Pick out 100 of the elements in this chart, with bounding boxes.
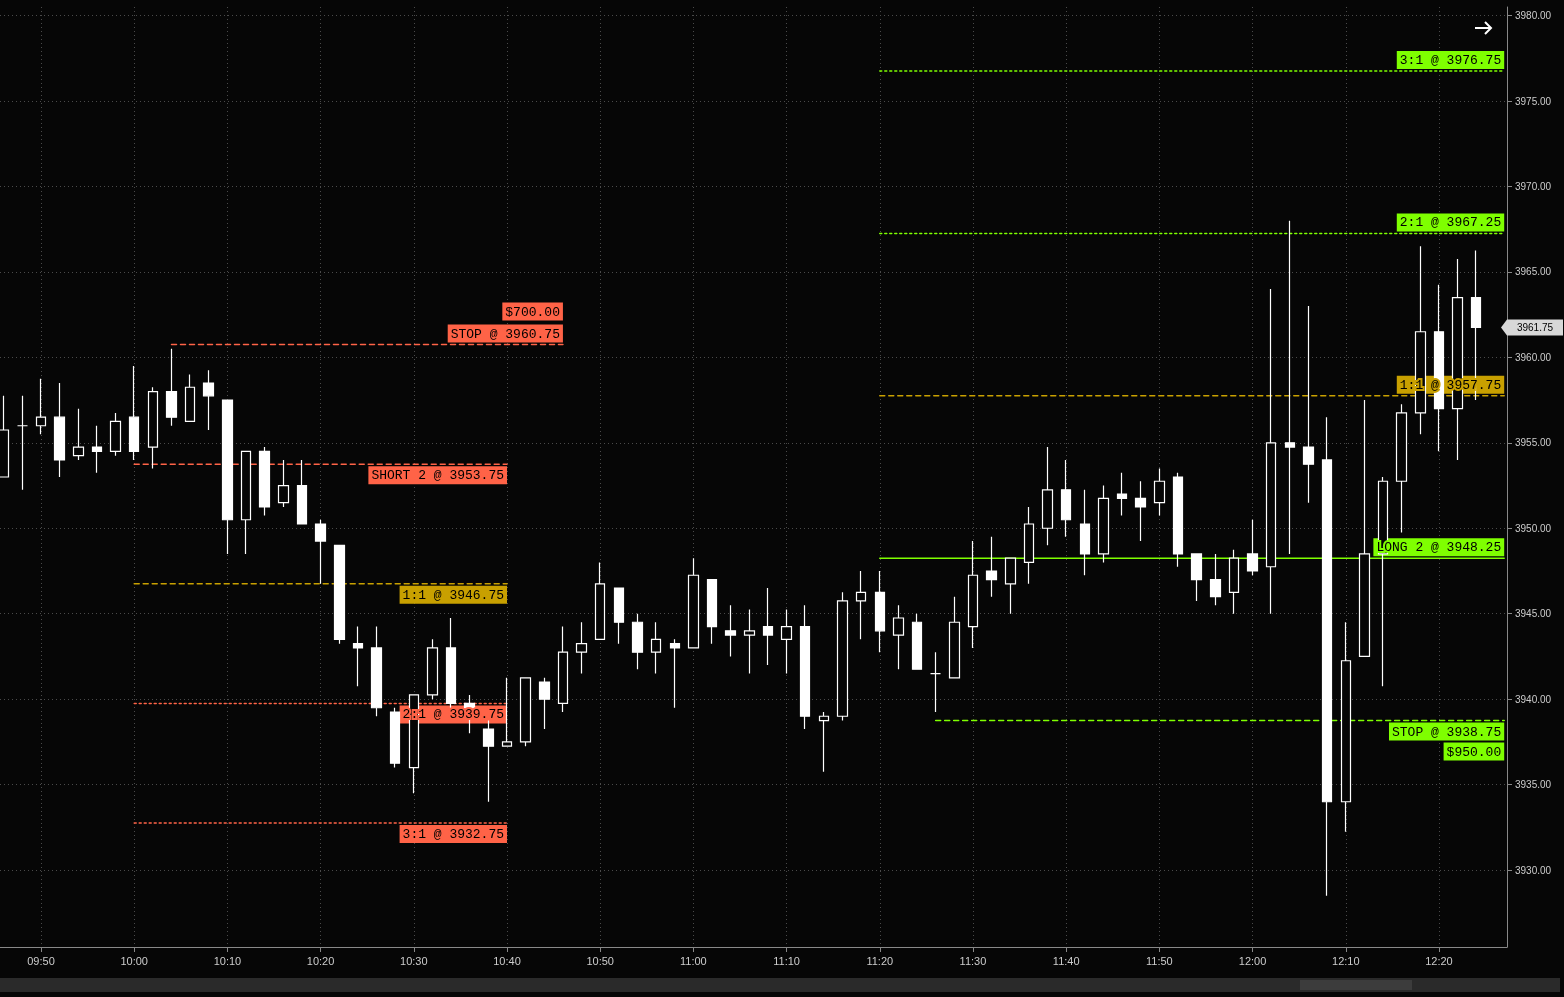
candlestick (613, 587, 625, 645)
y-tick-label: 3945.00 (1515, 608, 1552, 620)
x-tick-label: 10:00 (120, 954, 148, 967)
candlestick (426, 638, 439, 700)
candlestick (389, 707, 401, 769)
x-tick-label: 12:20 (1425, 954, 1453, 967)
candlestick (1433, 284, 1445, 452)
candlestick (948, 596, 961, 679)
candlestick (1041, 446, 1054, 546)
candlestick (1190, 553, 1203, 602)
candlestick (1302, 305, 1315, 504)
candlestick (762, 587, 774, 666)
candlestick (72, 408, 85, 461)
candlestick (780, 608, 793, 675)
candlestick (1395, 403, 1408, 534)
series-label: 3:1 @ 3932.75 (402, 827, 505, 843)
y-tick-label: 3940.00 (1515, 693, 1552, 705)
candlestick (445, 617, 457, 709)
candlestick (165, 348, 178, 427)
annotation: $950.00 (1446, 744, 1502, 760)
candlestick (724, 604, 737, 658)
candlestick (1321, 416, 1333, 897)
candlestick (1116, 472, 1128, 517)
candlestick (985, 536, 998, 598)
x-tick-label: 11:20 (866, 954, 894, 967)
candlestick (352, 625, 364, 687)
y-tick-label: 3970.00 (1515, 180, 1552, 192)
x-tick-label: 11:00 (680, 954, 707, 967)
y-tick-label: 3930.00 (1515, 864, 1552, 876)
candlestick (1265, 288, 1277, 615)
candlestick (333, 544, 346, 645)
candlestick (91, 425, 103, 474)
candlestick (575, 621, 588, 675)
candlestick (202, 369, 215, 431)
candlestick (557, 625, 569, 713)
candlestick (1023, 506, 1035, 585)
x-tick-label: 10:40 (493, 954, 521, 967)
candlestick (1340, 621, 1352, 833)
x-tick-label: 11:10 (773, 954, 800, 967)
x-tick-label: 11:30 (959, 954, 987, 967)
candlestick (519, 677, 532, 747)
y-tick-label: 3960.00 (1515, 351, 1552, 363)
candlestick (277, 459, 290, 508)
candlestick (1172, 472, 1184, 568)
candlestick (1079, 489, 1091, 576)
candlestick (874, 570, 886, 653)
candlestick (1228, 549, 1240, 615)
candlestick (53, 382, 66, 478)
candlestick (1060, 459, 1072, 538)
candlestick (743, 608, 756, 675)
candlestick (1134, 480, 1147, 542)
x-tick-label: 10:20 (306, 954, 335, 967)
candlestick (501, 677, 513, 747)
candlestick (631, 613, 644, 670)
candlestick (1246, 519, 1259, 576)
candlestick (128, 365, 140, 461)
candlestick (1358, 399, 1371, 658)
candlestick (35, 378, 47, 435)
candlestick (855, 570, 867, 640)
series-label: 1:1 @ 3946.75 (402, 587, 505, 603)
candlestick (184, 373, 196, 423)
series-label: 2:1 @ 3967.25 (1399, 215, 1502, 231)
candlestick (1153, 467, 1166, 517)
candlestick (240, 450, 252, 555)
candlestick (1209, 553, 1222, 606)
x-tick-label: 10:10 (213, 954, 242, 967)
x-tick-label: 12:10 (1332, 954, 1360, 967)
x-tick-label: 11:40 (1052, 954, 1080, 967)
candlestick (650, 621, 662, 675)
y-tick-label: 3955.00 (1515, 437, 1552, 449)
y-tick-label: 3980.00 (1515, 10, 1552, 22)
candlestick (258, 446, 271, 517)
x-tick-label: 12:00 (1238, 954, 1267, 967)
candlestick (147, 386, 159, 470)
candlestick (687, 557, 700, 649)
candlestick (799, 604, 811, 730)
y-tick-label: 3950.00 (1515, 522, 1552, 534)
candlestick (818, 711, 830, 773)
candlestick (594, 561, 606, 640)
candlestick (1097, 484, 1110, 564)
x-tick-label: 09:50 (27, 954, 55, 967)
y-tick-label: 3975.00 (1515, 95, 1552, 107)
candlestick (669, 638, 681, 709)
x-tick-label: 10:50 (586, 954, 614, 967)
text: 3961.75 (1516, 321, 1554, 333)
x-tick-label: 11:50 (1146, 954, 1173, 967)
candlestick (314, 519, 327, 585)
y-tick-label: 3935.00 (1515, 779, 1552, 791)
candlestick (296, 459, 308, 525)
candlestick (836, 591, 849, 722)
series-label: 3:1 @ 3976.75 (1399, 53, 1502, 69)
candlestick (706, 578, 718, 645)
candlestick (911, 613, 923, 670)
annotation: $700.00 (505, 304, 560, 320)
candlestick (538, 677, 551, 730)
candlestick (892, 604, 905, 670)
series-label: STOP @ 3938.75 (1391, 724, 1502, 740)
candlestick (221, 399, 234, 555)
candlestick (482, 719, 495, 803)
candlestick (109, 412, 122, 457)
